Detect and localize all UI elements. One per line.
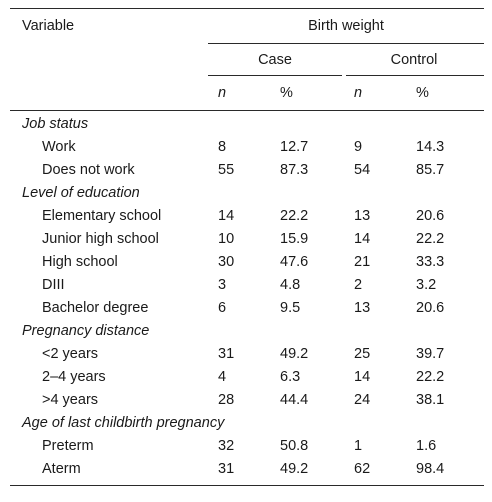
control-pct: 20.6 bbox=[416, 300, 445, 316]
control-n: 54 bbox=[354, 162, 371, 178]
control-pct-header: % bbox=[416, 85, 429, 101]
case-n: 31 bbox=[218, 346, 235, 362]
control-n: 62 bbox=[354, 461, 371, 477]
table-row: Bachelor degree 6 9.5 13 20.6 bbox=[10, 297, 484, 320]
table-row: Elementary school 14 22.2 13 20.6 bbox=[10, 205, 484, 228]
section-title: Job status bbox=[22, 116, 89, 132]
case-n: 8 bbox=[218, 139, 227, 155]
control-pct: 3.2 bbox=[416, 277, 437, 293]
section-row: Level of education bbox=[10, 182, 484, 205]
table-row: DIII 3 4.8 2 3.2 bbox=[10, 274, 484, 297]
birth-weight-header: Birth weight bbox=[308, 18, 384, 34]
row-label: DIII bbox=[42, 277, 65, 293]
table-row: Does not work 55 87.3 54 85.7 bbox=[10, 159, 484, 182]
control-pct: 14.3 bbox=[416, 139, 445, 155]
section-title: Level of education bbox=[22, 185, 140, 201]
case-pct: 15.9 bbox=[280, 231, 309, 247]
control-pct: 38.1 bbox=[416, 392, 445, 408]
control-pct: 33.3 bbox=[416, 254, 445, 270]
case-pct: 49.2 bbox=[280, 346, 309, 362]
case-pct: 87.3 bbox=[280, 162, 309, 178]
control-pct: 39.7 bbox=[416, 346, 445, 362]
table-row: Aterm 31 49.2 62 98.4 bbox=[10, 458, 484, 481]
case-n: 6 bbox=[218, 300, 227, 316]
control-n: 25 bbox=[354, 346, 371, 362]
case-pct: 4.8 bbox=[280, 277, 301, 293]
control-n: 1 bbox=[354, 438, 363, 454]
variable-header: Variable bbox=[22, 18, 75, 34]
row-label: Does not work bbox=[42, 162, 135, 178]
row-label: High school bbox=[42, 254, 118, 270]
control-pct: 22.2 bbox=[416, 231, 445, 247]
row-label: Bachelor degree bbox=[42, 300, 149, 316]
row-label: Work bbox=[42, 139, 76, 155]
case-pct: 44.4 bbox=[280, 392, 309, 408]
header-row-2: Case Control bbox=[10, 44, 484, 76]
case-n: 10 bbox=[218, 231, 235, 247]
section-title: Age of last childbirth pregnancy bbox=[22, 415, 225, 431]
row-label: <2 years bbox=[42, 346, 99, 362]
table-row: Work 8 12.7 9 14.3 bbox=[10, 136, 484, 159]
case-n: 4 bbox=[218, 369, 227, 385]
case-pct: 12.7 bbox=[280, 139, 309, 155]
case-header: Case bbox=[258, 52, 292, 68]
case-n: 30 bbox=[218, 254, 235, 270]
case-pct: 49.2 bbox=[280, 461, 309, 477]
control-pct: 98.4 bbox=[416, 461, 445, 477]
control-n: 24 bbox=[354, 392, 371, 408]
control-pct: 22.2 bbox=[416, 369, 445, 385]
case-n: 31 bbox=[218, 461, 235, 477]
control-pct: 85.7 bbox=[416, 162, 445, 178]
case-pct-header: % bbox=[280, 85, 293, 101]
row-label: Preterm bbox=[42, 438, 94, 454]
control-n: 13 bbox=[354, 208, 371, 224]
control-n: 13 bbox=[354, 300, 371, 316]
table-row: <2 years 31 49.2 25 39.7 bbox=[10, 343, 484, 366]
case-n: 32 bbox=[218, 438, 235, 454]
table-row: >4 years 28 44.4 24 38.1 bbox=[10, 389, 484, 412]
table-row: High school 30 47.6 21 33.3 bbox=[10, 251, 484, 274]
control-n: 2 bbox=[354, 277, 363, 293]
row-label: >4 years bbox=[42, 392, 99, 408]
control-n: 21 bbox=[354, 254, 371, 270]
table-frame: Variable Birth weight Case Control n % n… bbox=[10, 8, 484, 495]
case-n: 55 bbox=[218, 162, 235, 178]
case-pct: 47.6 bbox=[280, 254, 309, 270]
row-label: Elementary school bbox=[42, 208, 162, 224]
section-title: Pregnancy distance bbox=[22, 323, 150, 339]
header-row-3: n % n % bbox=[10, 76, 484, 111]
row-label: Aterm bbox=[42, 461, 81, 477]
row-label: 2–4 years bbox=[42, 369, 106, 385]
case-pct: 50.8 bbox=[280, 438, 309, 454]
case-n: 28 bbox=[218, 392, 235, 408]
case-n: 3 bbox=[218, 277, 227, 293]
control-n-header: n bbox=[354, 85, 363, 101]
control-n: 9 bbox=[354, 139, 363, 155]
control-n: 14 bbox=[354, 231, 371, 247]
control-pct: 20.6 bbox=[416, 208, 445, 224]
control-pct: 1.6 bbox=[416, 438, 437, 454]
header-row-1: Variable Birth weight bbox=[10, 9, 484, 44]
case-n-header: n bbox=[218, 85, 227, 101]
table-row: Preterm 32 50.8 1 1.6 bbox=[10, 435, 484, 458]
case-rule bbox=[208, 75, 342, 76]
section-row: Job status bbox=[10, 113, 484, 136]
case-pct: 6.3 bbox=[280, 369, 301, 385]
control-n: 14 bbox=[354, 369, 371, 385]
table-row: 2–4 years 4 6.3 14 22.2 bbox=[10, 366, 484, 389]
birth-weight-rule bbox=[208, 43, 484, 44]
control-header: Control bbox=[390, 52, 438, 68]
data-table: Variable Birth weight Case Control n % n… bbox=[10, 8, 484, 486]
control-rule bbox=[346, 75, 484, 76]
section-row: Pregnancy distance bbox=[10, 320, 484, 343]
row-label: Junior high school bbox=[42, 231, 159, 247]
section-row: Age of last childbirth pregnancy bbox=[10, 412, 484, 435]
case-pct: 9.5 bbox=[280, 300, 301, 316]
table-row: Junior high school 10 15.9 14 22.2 bbox=[10, 228, 484, 251]
case-n: 14 bbox=[218, 208, 235, 224]
case-pct: 22.2 bbox=[280, 208, 309, 224]
